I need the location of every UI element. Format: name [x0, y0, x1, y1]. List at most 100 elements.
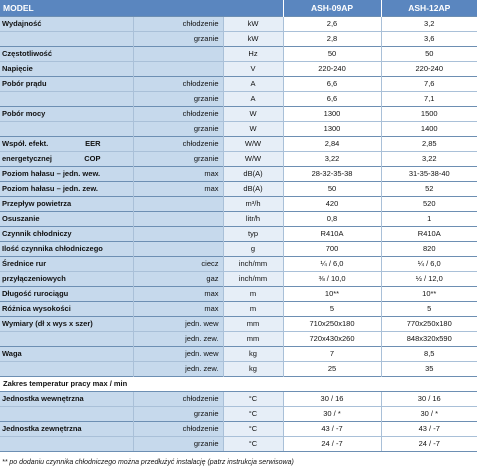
value-model-2: 35	[380, 361, 477, 377]
row-mode-label: jedn. wew	[132, 346, 223, 362]
row-mode-label: max	[132, 181, 223, 197]
row-unit: A	[222, 91, 284, 107]
value-model-2: 5	[380, 301, 477, 317]
table-row: przyłączeniowych gaz inch/mm ⅜ / 10,0 ½ / 12…	[0, 271, 477, 287]
table-row: Przepływ powietrza m³/h 420 520	[0, 196, 477, 212]
row-group-text: energetycznej	[2, 154, 53, 163]
row-mode-label: jedn. wew	[132, 316, 223, 332]
row-unit: °C	[222, 406, 284, 422]
row-group-label: Osuszanie	[0, 211, 133, 227]
table-row: Czynnik chłodniczy typ R410A R410A	[0, 226, 477, 242]
value-model-1: 1300	[282, 106, 382, 122]
row-group-extra: EER	[85, 139, 101, 148]
row-mode-label: chłodzenie	[132, 421, 223, 437]
value-model-1: ¼ / 6,0	[282, 256, 382, 272]
value-model-2: 31-35-38-40	[380, 166, 477, 182]
row-unit: m	[222, 301, 284, 317]
row-unit: W/W	[222, 136, 284, 152]
row-group-label: Średnice rur	[0, 256, 133, 272]
table-row: Wydajność chłodzenie kW 2,6 3,2	[0, 16, 477, 32]
value-model-2: 8,5	[380, 346, 477, 362]
row-mode-label: grzanie	[132, 436, 223, 452]
value-model-2: 1400	[380, 121, 477, 137]
value-model-1: 5	[282, 301, 382, 317]
table-row: Poziom hałasu – jedn. wew. max dB(A) 28-32-…	[0, 166, 477, 182]
value-model-1: 7	[282, 346, 382, 362]
value-model-2: 2,85	[380, 136, 477, 152]
row-unit: W/W	[222, 151, 284, 167]
row-group-label	[0, 361, 133, 377]
row-mode-label	[132, 226, 223, 242]
value-model-2: 10**	[380, 286, 477, 302]
row-unit: m	[222, 286, 284, 302]
section-title: Zakres temperatur pracy max / min	[0, 376, 477, 392]
value-model-1: ⅜ / 10,0	[282, 271, 382, 287]
row-mode-label: grzanie	[132, 91, 223, 107]
table-row: grzanie °C 30 / * 30 / *	[0, 406, 477, 422]
row-group-label: Pobór mocy	[0, 106, 133, 122]
table-row: grzanie kW 2,8 3,6	[0, 31, 477, 47]
value-model-2: 3,22	[380, 151, 477, 167]
table-row: Współ. efekt. EER chłodzenie W/W 2,84 2,85	[0, 136, 477, 152]
value-model-1: 28-32-35-38	[282, 166, 382, 182]
row-mode-label: jedn. zew.	[132, 361, 223, 377]
row-mode-label: grzanie	[132, 406, 223, 422]
row-group-label	[0, 406, 133, 422]
value-model-1: 43 / -7	[282, 421, 382, 437]
table-row: Częstotliwość Hz 50 50	[0, 46, 477, 62]
value-model-1: 30 / *	[282, 406, 382, 422]
value-model-1: 30 / 16	[282, 391, 382, 407]
value-model-1: 2,8	[282, 31, 382, 47]
row-mode-label: grzanie	[132, 151, 223, 167]
row-group-label: Poziom hałasu – jedn. zew.	[0, 181, 133, 197]
row-unit: m³/h	[222, 196, 284, 212]
table-row: Jednostka wewnętrzna chłodzenie °C 30 / 16 3…	[0, 391, 477, 407]
row-mode-label: max	[132, 166, 223, 182]
value-model-1: 24 / -7	[282, 436, 382, 452]
row-group-label: Pobór prądu	[0, 76, 133, 92]
value-model-2: 52	[380, 181, 477, 197]
row-group-label	[0, 31, 133, 47]
row-group-label: Różnica wysokości	[0, 301, 133, 317]
row-mode-label	[132, 61, 223, 77]
row-unit: °C	[222, 436, 284, 452]
row-group-label: Współ. efekt. EER	[0, 136, 133, 152]
header-model-2: ASH-12AP	[380, 0, 477, 17]
row-mode-label: chłodzenie	[132, 16, 223, 32]
row-mode-label: max	[132, 301, 223, 317]
row-unit: mm	[222, 331, 284, 347]
row-group-label	[0, 436, 133, 452]
spec-table: MODEL ASH-09AP ASH-12AP Wydajność chłodze…	[0, 0, 477, 452]
row-mode-label: grzanie	[132, 121, 223, 137]
value-model-2: 3,6	[380, 31, 477, 47]
table-row: grzanie W 1300 1400	[0, 121, 477, 137]
row-unit: °C	[222, 421, 284, 437]
table-row: Pobór prądu chłodzenie A 6,6 7,6	[0, 76, 477, 92]
table-row: energetycznej COP grzanie W/W 3,22 3,22	[0, 151, 477, 167]
table-row: jedn. zew. mm 720x430x260 848x320x590	[0, 331, 477, 347]
table-row: Poziom hałasu – jedn. zew. max dB(A) 50 52	[0, 181, 477, 197]
row-unit: dB(A)	[222, 166, 284, 182]
header-model: MODEL	[0, 0, 284, 17]
value-model-1: 1300	[282, 121, 382, 137]
value-model-2: 30 / *	[380, 406, 477, 422]
row-unit: litr/h	[222, 211, 284, 227]
row-group-label: Częstotliwość	[0, 46, 133, 62]
value-model-2: 220-240	[380, 61, 477, 77]
value-model-1: 700	[282, 241, 382, 257]
table-row: Pobór mocy chłodzenie W 1300 1500	[0, 106, 477, 122]
row-group-label: Czynnik chłodniczy	[0, 226, 133, 242]
value-model-2: 848x320x590	[380, 331, 477, 347]
row-group-label	[0, 331, 133, 347]
row-unit: A	[222, 76, 284, 92]
value-model-2: 1	[380, 211, 477, 227]
row-group-label: Jednostka zewnętrzna	[0, 421, 133, 437]
row-group-label: Wydajność	[0, 16, 133, 32]
value-model-1: 710x250x180	[282, 316, 382, 332]
row-group-label	[0, 121, 133, 137]
row-unit: kg	[222, 346, 284, 362]
section-header-row: Zakres temperatur pracy max / min	[0, 376, 477, 392]
value-model-1: 2,6	[282, 16, 382, 32]
row-unit: °C	[222, 391, 284, 407]
